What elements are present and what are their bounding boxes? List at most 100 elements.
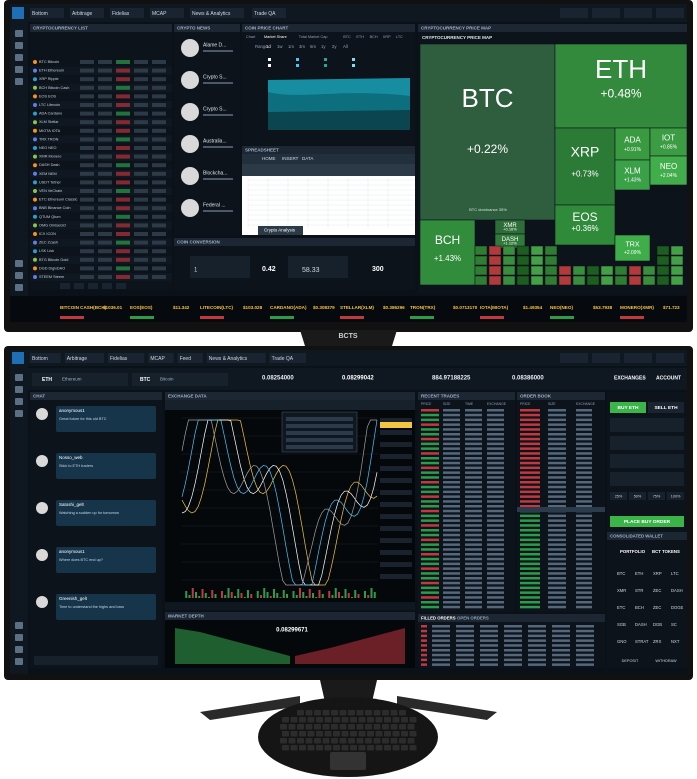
order-cell [576,418,592,422]
key [341,745,349,751]
key [288,738,296,744]
wallet-coin[interactable]: DGB [653,622,662,627]
wallet-tab[interactable]: PORTFOLIO [620,549,646,554]
sell-label[interactable]: SELL ETH [654,405,678,411]
wallet-coin[interactable]: STRAT [635,639,649,644]
order-cell [432,658,450,662]
chart-tab[interactable]: BTC [343,35,351,39]
chart-tab[interactable]: Total Market Cap [299,35,328,39]
wallet-coin[interactable]: ETH [635,571,643,576]
range-button[interactable]: 3m [299,44,305,49]
wallet-coin[interactable]: NXT [671,639,680,644]
orders-tab[interactable]: OPEN ORDERS [457,616,489,621]
menu-item[interactable]: Trade QA [254,11,276,17]
wallet-coin[interactable]: DOGE [671,605,684,610]
news-headline[interactable]: Australia... [203,138,227,144]
orders-tab[interactable]: FILLED ORDERS [421,616,456,621]
buy-label[interactable]: BUY ETH [618,405,640,411]
menu-item[interactable]: Fidelias [110,356,128,362]
wallet-coin[interactable]: DASH [671,588,683,593]
range-button[interactable]: 1m [288,44,294,49]
wallet-coin[interactable]: GNO [617,639,627,644]
coin-cell [116,171,130,176]
menu-item[interactable]: Arbitrage [67,356,88,362]
key [316,717,323,723]
heatmap-cell [656,265,670,276]
coin-cell [98,249,112,254]
sheet-tab[interactable]: DATA [302,156,313,161]
wallet-tab[interactable]: BCT TOKENS [652,549,680,554]
wallet-coin[interactable]: ETC [617,605,625,610]
trade-cell [443,423,460,426]
percent-label[interactable]: 100% [671,495,681,499]
menu-item[interactable]: News & Analytics [192,11,231,17]
pair-quote[interactable]: BTC [140,377,151,383]
chart-tab[interactable]: ETH [356,35,364,39]
sheet-tab[interactable]: HOME [262,156,276,161]
menu-item[interactable]: Bottom [32,11,48,17]
percent-label[interactable]: 25% [615,495,623,499]
account-label[interactable]: ACCOUNT [656,375,681,381]
news-headline[interactable]: Blockcha... [203,170,227,176]
trade-cell [443,567,460,570]
range-button[interactable]: All [343,44,348,49]
trade-cell [487,567,504,570]
deposit-button[interactable]: DEPOSIT [622,659,639,663]
menu-item[interactable]: Bottom [32,356,48,362]
wallet-coin[interactable]: BCH [635,605,644,610]
news-headline[interactable]: Federal ... [203,202,226,208]
heatmap-cell [614,265,628,276]
chart-tab[interactable]: XRP [383,35,391,39]
range-button[interactable]: 2y [332,44,337,49]
coin-cell [134,223,148,228]
place-order-label[interactable]: PLACE BUY ORDER [624,519,671,525]
heatmap-tile [614,127,651,161]
chart-tab[interactable]: LTC [396,35,403,39]
tile-change: +0.48% [600,87,641,101]
menu-item[interactable]: MCAP [152,11,167,17]
trade-cell [443,452,460,455]
wallet-coin[interactable]: XRP [653,571,662,576]
menu-item[interactable]: Feed [180,356,192,362]
wallet-coin[interactable]: LTC [671,571,679,576]
key [409,731,417,737]
withdraw-button[interactable]: WITHDRAW [655,659,677,663]
wallet-coin[interactable]: BTC [617,571,625,576]
menu-item[interactable]: Trade QA [272,356,294,362]
sheet-name[interactable]: Crypto Analysis [264,228,296,233]
trade-cell [443,437,460,441]
trade-cell [465,418,482,422]
menu-item[interactable]: Fidelias [112,11,130,17]
chat-text: Time to understand the highs and lows [59,605,124,609]
chart-tab[interactable]: Market Share [264,35,287,39]
wallet-coin[interactable]: DASH [635,622,647,627]
wallet-coin[interactable]: SC [671,622,677,627]
exchanges-label[interactable]: EXCHANGES [614,375,646,381]
wallet-coin[interactable]: XMR [617,588,626,593]
menu-item[interactable]: Arbitrage [72,11,93,17]
wallet-coin[interactable]: ZEC [653,605,661,610]
order-cell [552,634,570,638]
news-headline[interactable]: Crypto S... [203,106,227,112]
coin-cell [116,154,130,159]
wallet-coin[interactable]: ZRX [653,639,662,644]
menu-item[interactable]: MCAP [150,356,165,362]
sheet-tab[interactable]: INSERT [282,156,299,161]
wallet-coin[interactable]: STR [635,588,643,593]
coin-cell [98,94,112,99]
menu-item[interactable]: News & Analytics [209,356,248,362]
trade-cell [487,557,504,561]
range-button[interactable]: 1y [321,44,326,49]
pair-base[interactable]: ETH [42,377,52,383]
percent-label[interactable]: 50% [634,495,642,499]
range-button[interactable]: 1w [277,44,283,49]
wallet-coin[interactable]: ZEC [653,588,661,593]
range-button[interactable]: 1d [266,44,271,49]
wallet-coin[interactable]: SGB [617,622,626,627]
news-headline[interactable]: Crypto S... [203,74,227,80]
chart-tab[interactable]: BCH [370,35,378,39]
chart-tab[interactable]: Chart [246,35,256,39]
news-headline[interactable]: Alame D... [203,42,226,48]
percent-label[interactable]: 75% [653,495,661,499]
range-button[interactable]: 6m [310,44,316,49]
